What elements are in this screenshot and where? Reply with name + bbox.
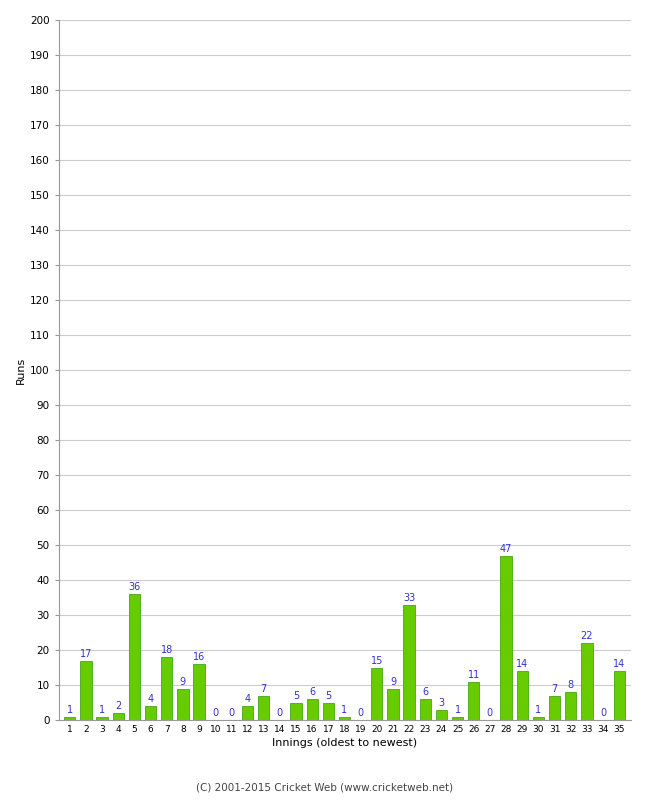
- Text: 1: 1: [99, 705, 105, 714]
- Text: 9: 9: [390, 677, 396, 686]
- Text: 14: 14: [613, 659, 625, 670]
- Text: 15: 15: [370, 656, 383, 666]
- Text: 1: 1: [341, 705, 348, 714]
- Bar: [533, 717, 544, 720]
- Text: 7: 7: [551, 684, 558, 694]
- Text: 2: 2: [115, 702, 122, 711]
- Text: 14: 14: [516, 659, 528, 670]
- Text: 9: 9: [180, 677, 186, 686]
- Text: 5: 5: [325, 690, 332, 701]
- Bar: [81, 661, 92, 720]
- Text: 4: 4: [148, 694, 153, 704]
- Y-axis label: Runs: Runs: [16, 356, 25, 384]
- Text: 1: 1: [67, 705, 73, 714]
- Text: 0: 0: [358, 708, 364, 718]
- Text: 17: 17: [80, 649, 92, 658]
- Bar: [517, 671, 528, 720]
- Text: 0: 0: [228, 708, 235, 718]
- Text: 6: 6: [422, 687, 428, 698]
- Bar: [581, 643, 593, 720]
- Text: 6: 6: [309, 687, 315, 698]
- Text: 0: 0: [277, 708, 283, 718]
- Bar: [500, 555, 512, 720]
- Text: 0: 0: [487, 708, 493, 718]
- Text: 8: 8: [567, 680, 574, 690]
- Text: 3: 3: [438, 698, 445, 708]
- Text: 0: 0: [600, 708, 606, 718]
- Text: 22: 22: [580, 631, 593, 642]
- X-axis label: Innings (oldest to newest): Innings (oldest to newest): [272, 738, 417, 748]
- Bar: [96, 717, 108, 720]
- Bar: [291, 702, 302, 720]
- Bar: [339, 717, 350, 720]
- Text: 0: 0: [212, 708, 218, 718]
- Bar: [242, 706, 254, 720]
- Bar: [436, 710, 447, 720]
- Text: 33: 33: [403, 593, 415, 602]
- Text: 18: 18: [161, 646, 173, 655]
- Bar: [452, 717, 463, 720]
- Bar: [565, 692, 577, 720]
- Bar: [129, 594, 140, 720]
- Bar: [307, 699, 318, 720]
- Bar: [468, 682, 480, 720]
- Text: 47: 47: [500, 544, 512, 554]
- Bar: [371, 667, 382, 720]
- Bar: [194, 664, 205, 720]
- Bar: [614, 671, 625, 720]
- Bar: [322, 702, 334, 720]
- Bar: [64, 717, 75, 720]
- Text: 16: 16: [193, 652, 205, 662]
- Bar: [258, 695, 269, 720]
- Bar: [161, 657, 172, 720]
- Text: 4: 4: [244, 694, 251, 704]
- Bar: [145, 706, 156, 720]
- Bar: [404, 605, 415, 720]
- Text: 5: 5: [293, 690, 299, 701]
- Bar: [549, 695, 560, 720]
- Bar: [112, 713, 124, 720]
- Text: (C) 2001-2015 Cricket Web (www.cricketweb.net): (C) 2001-2015 Cricket Web (www.cricketwe…: [196, 782, 454, 792]
- Text: 1: 1: [454, 705, 461, 714]
- Bar: [420, 699, 431, 720]
- Text: 36: 36: [128, 582, 140, 592]
- Text: 7: 7: [261, 684, 267, 694]
- Text: 1: 1: [536, 705, 541, 714]
- Bar: [177, 689, 188, 720]
- Bar: [387, 689, 398, 720]
- Text: 11: 11: [467, 670, 480, 680]
